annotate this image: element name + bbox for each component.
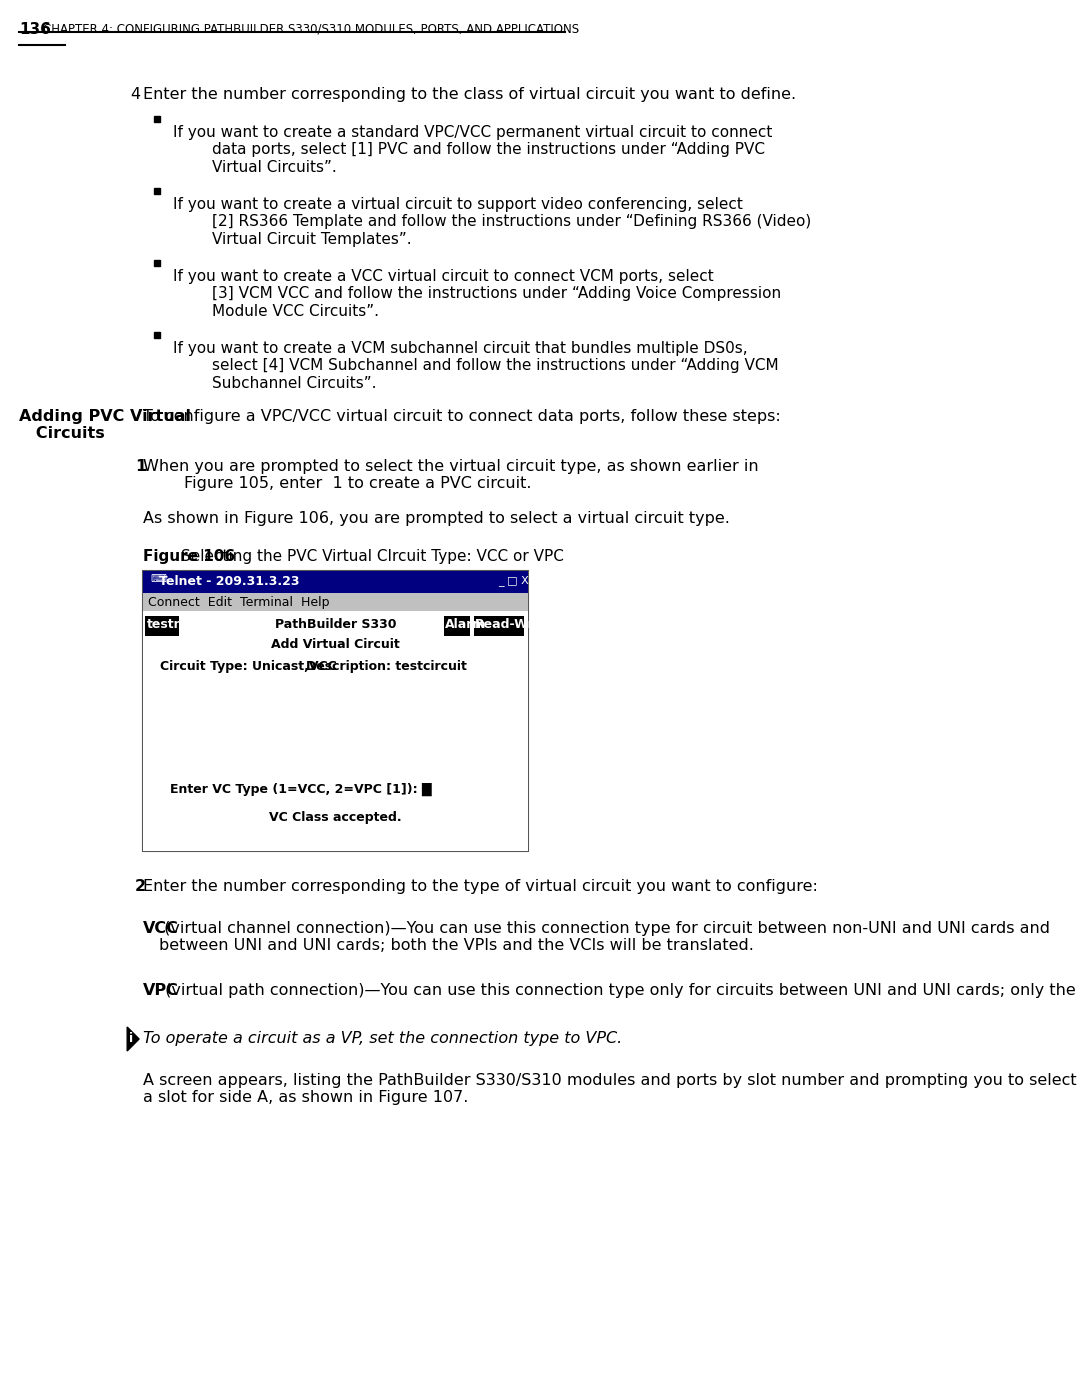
FancyBboxPatch shape — [144, 571, 528, 592]
Polygon shape — [127, 1027, 139, 1051]
Text: Description: testcircuit: Description: testcircuit — [306, 659, 467, 673]
FancyBboxPatch shape — [144, 571, 528, 851]
Text: Enter the number corresponding to the type of virtual circuit you want to config: Enter the number corresponding to the ty… — [144, 879, 819, 894]
FancyBboxPatch shape — [145, 616, 178, 636]
Text: _ □ X: _ □ X — [498, 576, 528, 585]
Text: If you want to create a virtual circuit to support video conferencing, select
  : If you want to create a virtual circuit … — [173, 197, 811, 247]
Text: 4: 4 — [130, 87, 140, 102]
Text: 1: 1 — [135, 460, 146, 474]
Text: A screen appears, listing the PathBuilder S330/S310 modules and ports by slot nu: A screen appears, listing the PathBuilde… — [144, 1073, 1077, 1105]
Text: CHAPTER 4: CONFIGURING PATHBUILDER S330/S310 MODULES, PORTS, AND APPLICATIONS: CHAPTER 4: CONFIGURING PATHBUILDER S330/… — [43, 22, 580, 35]
Text: PathBuilder S330: PathBuilder S330 — [274, 617, 396, 631]
Text: If you want to create a VCM subchannel circuit that bundles multiple DS0s,
     : If you want to create a VCM subchannel c… — [173, 341, 779, 391]
Text: Read-Write: Read-Write — [475, 617, 553, 631]
Text: Connect  Edit  Terminal  Help: Connect Edit Terminal Help — [148, 597, 329, 609]
Text: VCC: VCC — [144, 921, 179, 936]
Text: If you want to create a standard VPC/VCC permanent virtual circuit to connect
  : If you want to create a standard VPC/VCC… — [173, 124, 772, 175]
FancyBboxPatch shape — [144, 610, 528, 851]
FancyBboxPatch shape — [444, 616, 470, 636]
Text: Alarm: Alarm — [445, 617, 487, 631]
Text: Selecting the PVC Virtual CIrcuit Type: VCC or VPC: Selecting the PVC Virtual CIrcuit Type: … — [181, 549, 564, 564]
Text: testnode: testnode — [147, 617, 210, 631]
Text: Enter the number corresponding to the class of virtual circuit you want to defin: Enter the number corresponding to the cl… — [144, 87, 797, 102]
Text: Telnet - 209.31.3.23: Telnet - 209.31.3.23 — [159, 576, 299, 588]
Text: VPC: VPC — [144, 983, 179, 997]
Text: Adding PVC Virtual
   Circuits: Adding PVC Virtual Circuits — [19, 409, 191, 441]
FancyBboxPatch shape — [473, 616, 525, 636]
Text: If you want to create a VCC virtual circuit to connect VCM ports, select
       : If you want to create a VCC virtual circ… — [173, 270, 781, 319]
Text: (virtual path connection)—You can use this connection type only for circuits bet: (virtual path connection)—You can use th… — [160, 983, 1080, 997]
Text: ⌨: ⌨ — [150, 574, 166, 584]
Text: Enter VC Type (1=VCC, 2=VPC [1]): █: Enter VC Type (1=VCC, 2=VPC [1]): █ — [171, 782, 432, 796]
Text: As shown in Figure 106, you are prompted to select a virtual circuit type.: As shown in Figure 106, you are prompted… — [144, 511, 730, 527]
Text: To configure a VPC/VCC virtual circuit to connect data ports, follow these steps: To configure a VPC/VCC virtual circuit t… — [144, 409, 781, 425]
Text: 2: 2 — [135, 879, 146, 894]
Text: (virtual channel connection)—You can use this connection type for circuit betwee: (virtual channel connection)—You can use… — [159, 921, 1050, 953]
Text: To operate a circuit as a VP, set the connection type to VPC.: To operate a circuit as a VP, set the co… — [144, 1031, 623, 1046]
Text: 136: 136 — [19, 22, 52, 36]
FancyBboxPatch shape — [144, 592, 528, 610]
Text: When you are prompted to select the virtual circuit type, as shown earlier in
  : When you are prompted to select the virt… — [144, 460, 759, 492]
Text: i: i — [130, 1032, 134, 1045]
Text: Circuit Type: Unicast,VCC: Circuit Type: Unicast,VCC — [160, 659, 336, 673]
Text: Figure 106: Figure 106 — [144, 549, 235, 564]
Text: Add Virtual Circuit: Add Virtual Circuit — [271, 638, 400, 651]
Text: VC Class accepted.: VC Class accepted. — [269, 812, 402, 824]
